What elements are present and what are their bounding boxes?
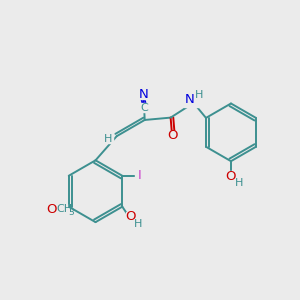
Bar [140, 91, 147, 99]
Bar [135, 170, 145, 181]
Text: O: O [167, 129, 177, 142]
Bar [104, 134, 113, 143]
Text: O: O [125, 210, 136, 223]
Bar [168, 130, 176, 140]
Text: N: N [185, 93, 195, 106]
Text: H: H [195, 90, 203, 100]
Bar [126, 212, 135, 223]
Text: C: C [140, 103, 148, 112]
Bar [40, 204, 67, 214]
Bar [141, 103, 148, 112]
Text: I: I [138, 169, 142, 182]
Text: H: H [134, 219, 142, 229]
Bar [226, 172, 236, 181]
Text: N: N [138, 88, 148, 101]
Text: CH: CH [56, 204, 73, 214]
Text: O: O [226, 170, 236, 183]
Bar [184, 95, 203, 107]
Text: 3: 3 [69, 208, 74, 217]
Text: H: H [104, 134, 113, 143]
Text: H: H [235, 178, 243, 188]
Text: O: O [46, 202, 56, 215]
